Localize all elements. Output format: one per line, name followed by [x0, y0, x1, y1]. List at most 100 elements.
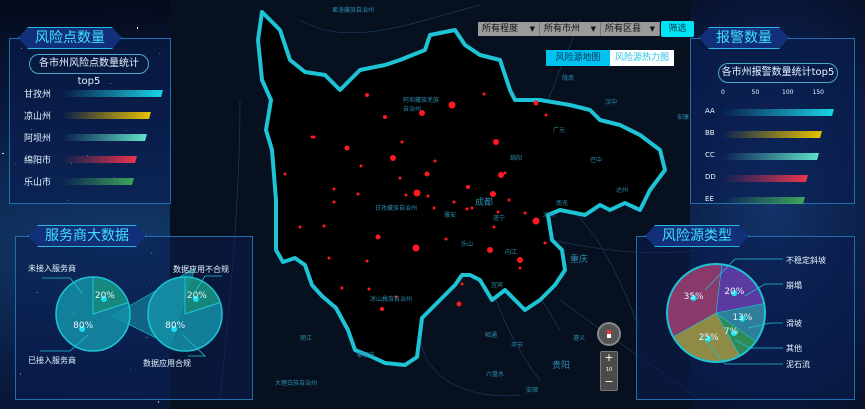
risk-point-marker[interactable]	[544, 242, 547, 245]
risk-point-marker[interactable]	[533, 218, 540, 225]
risk-point-marker[interactable]	[493, 139, 499, 145]
map-label: 南充	[556, 198, 568, 207]
bar-row: 阿坝州	[24, 131, 164, 144]
risk-point-marker[interactable]	[471, 207, 474, 210]
county-select[interactable]: 所有区县 ▼	[601, 22, 660, 36]
risk-point-marker[interactable]	[333, 188, 336, 191]
pie-legend-label: 崩塌	[786, 280, 802, 291]
bar-label: 阿坝州	[24, 131, 62, 144]
risk-point-marker[interactable]	[365, 93, 369, 97]
risk-point-marker[interactable]	[333, 201, 336, 204]
bar-label: EE	[705, 195, 714, 203]
risk-point-marker[interactable]	[345, 146, 350, 151]
map-label: 遵义	[573, 333, 585, 342]
dropdown-arrow-icon: ▼	[530, 22, 535, 36]
risk-point-marker[interactable]	[341, 287, 344, 290]
bar-label: 绵阳市	[24, 153, 62, 166]
map-label: 甘孜藏族自治州	[375, 203, 417, 212]
tab-source-map[interactable]: 风险源地图	[546, 50, 610, 66]
map-label: 大理白族自治州	[275, 378, 317, 387]
map-label: 果洛藏族自治州	[332, 5, 374, 14]
risk-point-marker[interactable]	[380, 307, 384, 311]
risk-point-marker[interactable]	[414, 190, 421, 197]
risk-point-marker[interactable]	[405, 194, 408, 197]
risk-point-marker[interactable]	[313, 136, 316, 139]
risk-point-marker[interactable]	[534, 101, 539, 106]
risk-point-marker[interactable]	[383, 115, 387, 119]
risk-point-marker[interactable]	[368, 288, 371, 291]
map-label: 陇南	[562, 73, 574, 82]
risk-point-marker[interactable]	[493, 226, 496, 229]
risk-point-marker[interactable]	[357, 193, 360, 196]
panel-title: 风险点数量	[18, 27, 122, 49]
tab-heat-map[interactable]: 风险源热力图	[610, 50, 674, 66]
map-label: 安康	[677, 112, 689, 121]
risk-point-marker[interactable]	[453, 201, 456, 204]
map-label: 巴中	[590, 155, 602, 164]
risk-point-marker[interactable]	[401, 141, 404, 144]
risk-point-marker[interactable]	[483, 93, 486, 96]
map-label: 乐山	[461, 239, 473, 248]
risk-point-marker[interactable]	[376, 235, 381, 240]
risk-point-marker[interactable]	[284, 173, 287, 176]
pie-legend-label: 其他	[786, 343, 802, 354]
pie-legend-label: 已接入服务商	[28, 355, 76, 366]
risk-point-marker[interactable]	[366, 260, 369, 263]
compass-icon	[607, 330, 611, 338]
risk-point-marker[interactable]	[425, 172, 430, 177]
risk-point-marker[interactable]	[445, 238, 448, 241]
bar-label: BB	[705, 129, 715, 137]
zoom-out-button[interactable]: −	[601, 376, 617, 388]
risk-point-marker[interactable]	[498, 172, 504, 178]
level-select[interactable]: 所有程度 ▼	[478, 22, 540, 36]
risk-point-marker[interactable]	[427, 195, 430, 198]
bar	[722, 197, 805, 204]
axis-tick: 100	[782, 89, 793, 96]
risk-point-marker[interactable]	[545, 114, 548, 117]
city-select[interactable]: 所有市州 ▼	[540, 22, 601, 36]
compass-button[interactable]	[597, 322, 621, 346]
bar-label: 凉山州	[24, 109, 62, 122]
alarms-panel: 报警数量 各市州报警数量统计top5 0 50 100 150 AA BB CC DD EE	[690, 38, 855, 204]
map-label: 六盘水	[486, 369, 504, 378]
map-label: 达州	[616, 185, 628, 194]
risk-point-marker[interactable]	[323, 225, 326, 228]
risk-point-marker[interactable]	[399, 177, 402, 180]
risk-point-marker[interactable]	[328, 257, 331, 260]
risk-point-marker[interactable]	[524, 212, 527, 215]
risk-point-marker[interactable]	[360, 165, 363, 168]
risk-point-marker[interactable]	[517, 257, 523, 263]
bar	[722, 131, 822, 138]
map-label: 成都	[475, 195, 493, 208]
pie-legend-label: 数据应用不合规	[173, 264, 229, 275]
panel-subtitle: 各市州风险点数量统计top5	[29, 54, 149, 74]
risk-point-marker[interactable]	[519, 267, 522, 270]
risk-point-marker[interactable]	[449, 102, 456, 109]
risk-point-marker[interactable]	[434, 160, 437, 163]
slice-percent: 7%	[724, 327, 738, 337]
map-label: 遂宁	[493, 213, 505, 222]
risk-point-marker[interactable]	[413, 245, 420, 252]
risk-point-marker[interactable]	[504, 172, 507, 175]
level-select-value: 所有程度	[482, 24, 518, 34]
risk-point-marker[interactable]	[433, 207, 436, 210]
risk-point-marker[interactable]	[390, 155, 396, 161]
map-label: 攀枝花	[357, 350, 375, 359]
bar	[722, 109, 834, 116]
risk-point-marker[interactable]	[466, 185, 470, 189]
axis-tick: 50	[752, 89, 760, 96]
bar-label: 甘孜州	[24, 87, 62, 100]
zoom-in-button[interactable]: +	[601, 352, 617, 364]
risk-point-marker[interactable]	[299, 226, 302, 229]
risk-points-panel: 风险点数量 各市州风险点数量统计top5 甘孜州 凉山州 阿坝州 绵阳市 乐山市	[9, 38, 171, 204]
risk-point-marker[interactable]	[487, 247, 493, 253]
risk-point-marker[interactable]	[461, 283, 464, 286]
pie-legend-label: 滑坡	[786, 318, 802, 329]
filter-button[interactable]: 筛选	[661, 21, 694, 37]
risk-point-marker[interactable]	[466, 208, 469, 211]
slice-percent: 13%	[732, 313, 752, 323]
risk-point-marker[interactable]	[457, 302, 462, 307]
dropdown-arrow-icon: ▼	[650, 22, 655, 36]
bar-label: AA	[705, 107, 715, 115]
risk-point-marker[interactable]	[508, 199, 511, 202]
